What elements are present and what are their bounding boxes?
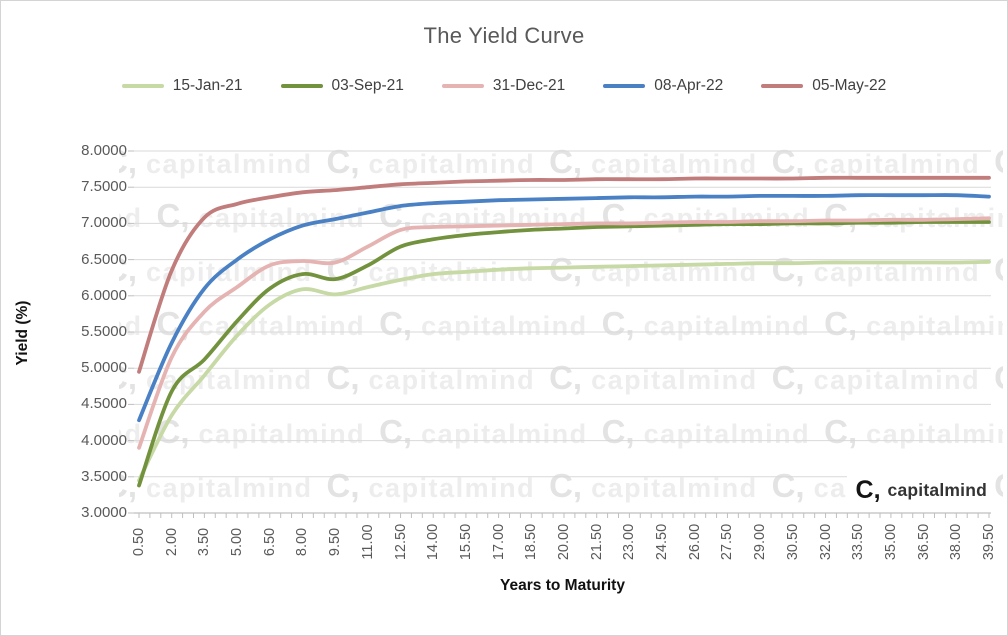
x-tick-label: 20.00 <box>556 523 572 561</box>
legend-swatch <box>603 84 646 88</box>
x-tick-label: 17.00 <box>490 523 507 561</box>
series-line-03-Sep-21 <box>137 220 991 488</box>
y-tick-label: 3.5000 <box>81 467 127 485</box>
legend-swatch <box>121 84 164 88</box>
series-line-31-Dec-21 <box>137 216 991 450</box>
y-tick-label: 4.5000 <box>81 395 127 413</box>
y-tick-label: 7.0000 <box>81 214 127 232</box>
y-tick-label: 4.0000 <box>81 431 127 449</box>
legend-label: 03-Sep-21 <box>331 77 404 94</box>
legend-label: 31-Dec-21 <box>492 77 566 94</box>
y-axis-title: Yield (%) <box>14 300 31 366</box>
x-tick-label: 27.50 <box>719 523 736 561</box>
legend-label: 08-Apr-22 <box>654 77 724 94</box>
legend-item-15-Jan-21[interactable]: 15-Jan-21 <box>121 77 243 95</box>
x-tick-label: 36.50 <box>915 523 932 561</box>
y-tick-label: 8.0000 <box>81 142 127 159</box>
chart-title: The Yield Curve <box>423 23 585 48</box>
capitalmind-logo-icon: C, <box>855 476 881 504</box>
legend-label: 05-May-22 <box>812 77 887 94</box>
x-tick-label: 11.00 <box>359 524 376 560</box>
y-tick-label: 5.0000 <box>81 359 127 377</box>
y-tick-label: 7.5000 <box>81 178 127 196</box>
x-tick-label: 0.50 <box>131 527 147 557</box>
y-tick-label: 6.5000 <box>81 250 127 268</box>
x-axis-title: Years to Maturity <box>500 577 625 594</box>
x-tick-label: 15.50 <box>457 523 474 561</box>
x-tick-label: 12.50 <box>392 523 409 561</box>
x-tick-label: 2.00 <box>163 527 180 557</box>
legend-swatch <box>441 84 484 88</box>
legend-item-03-Sep-21[interactable]: 03-Sep-21 <box>280 77 404 95</box>
x-tick-label: 24.50 <box>654 523 671 561</box>
legend-item-08-Apr-22[interactable]: 08-Apr-22 <box>603 77 723 95</box>
y-tick-label: 5.5000 <box>81 323 127 340</box>
x-tick-label: 30.50 <box>784 523 801 561</box>
brand-logo: C, capitalmind <box>847 472 993 508</box>
x-tick-label: 29.00 <box>752 523 769 561</box>
x-tick-label: 23.00 <box>621 523 638 561</box>
series-line-15-Jan-21 <box>137 259 991 483</box>
legend-swatch <box>761 84 804 88</box>
x-tick-label: 32.00 <box>817 523 834 561</box>
x-tick-label: 8.00 <box>294 527 311 557</box>
x-tick-label: 39.50 <box>981 523 997 561</box>
x-tick-label: 14.00 <box>425 523 442 561</box>
y-tick-label: 6.0000 <box>81 286 127 304</box>
x-tick-label: 6.50 <box>261 527 278 557</box>
chart-legend: 15-Jan-21 03-Sep-21 31-Dec-21 08-Apr-22 05-M… <box>1 77 1007 95</box>
x-tick-label: 5.00 <box>229 527 246 557</box>
x-tick-label: 18.50 <box>523 523 540 561</box>
brand-logo-text: capitalmind <box>887 479 987 500</box>
series-line-05-May-22 <box>137 175 991 374</box>
legend-swatch <box>280 84 323 88</box>
x-tick-label: 38.00 <box>948 523 965 561</box>
legend-item-05-May-22[interactable]: 05-May-22 <box>761 77 886 95</box>
legend-label: 15-Jan-21 <box>172 77 243 94</box>
x-tick-label: 35.00 <box>882 523 899 561</box>
x-tick-label: 3.50 <box>196 527 213 557</box>
x-tick-label: 21.50 <box>588 523 605 561</box>
x-tick-label: 26.00 <box>686 523 703 561</box>
y-tick-label: 3.0000 <box>81 504 127 521</box>
x-tick-label: 9.50 <box>327 527 344 557</box>
x-tick-label: 33.50 <box>850 523 867 561</box>
series-line-08-Apr-22 <box>137 193 991 423</box>
legend-item-31-Dec-21[interactable]: 31-Dec-21 <box>441 77 566 95</box>
